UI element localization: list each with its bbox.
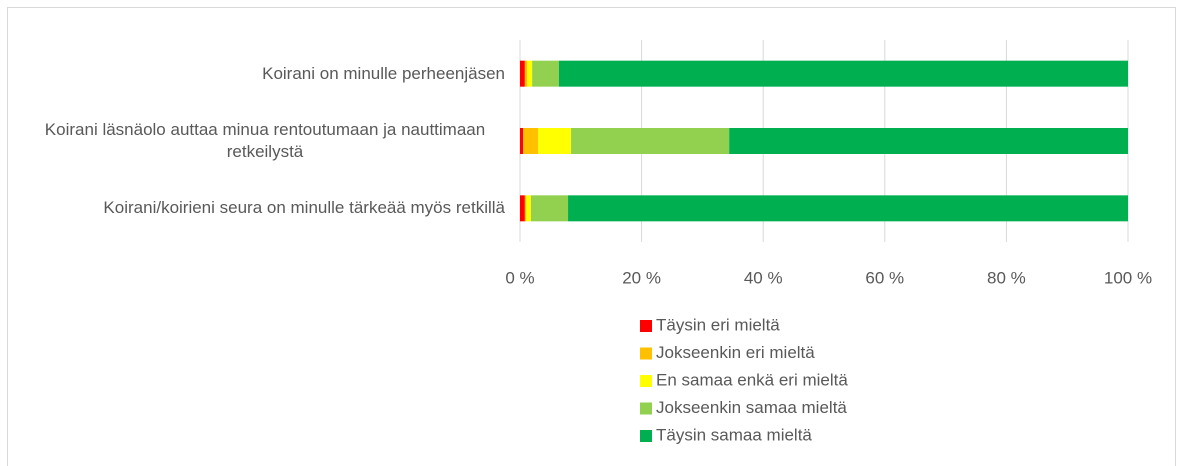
x-tick-label: 100 %	[1104, 268, 1152, 287]
bar-segment	[520, 195, 525, 222]
frame	[7, 7, 1176, 466]
category-label: Koirani/koirieni seura on minulle tärkeä…	[103, 198, 505, 218]
legend-label: En samaa enkä eri mieltä	[656, 370, 848, 389]
bar-segment	[527, 60, 533, 87]
x-tick-label: 20 %	[622, 268, 661, 287]
x-tick-label: 0 %	[505, 268, 534, 287]
bar-segment	[538, 128, 572, 154]
legend-swatch	[640, 402, 652, 415]
category-label: Koirani läsnäolo auttaa minua rentoutuma…	[44, 120, 486, 161]
bar-segment	[520, 60, 525, 87]
bar-segment	[520, 128, 524, 154]
x-tick-label: 80 %	[987, 268, 1026, 287]
legend-label: Täysin eri mieltä	[656, 315, 780, 334]
x-tick-label: 40 %	[744, 268, 783, 287]
legend-label: Jokseenkin eri mieltä	[656, 343, 815, 362]
bar-segment	[558, 60, 1128, 87]
bar-segment	[524, 195, 527, 222]
legend-label: Täysin samaa mieltä	[656, 425, 812, 444]
legend-swatch	[640, 320, 652, 332]
legend-swatch	[640, 430, 652, 442]
legend-swatch	[640, 347, 652, 360]
x-tick-label: 60 %	[865, 268, 904, 287]
bar-segment	[729, 128, 1128, 154]
bar-segment	[571, 128, 730, 154]
legend-swatch	[640, 375, 652, 387]
bar-segment	[530, 195, 569, 222]
category-label: Koirani on minulle perheenjäsen	[262, 63, 505, 83]
bar-segment	[523, 128, 539, 154]
bar-segment	[532, 60, 559, 87]
legend-label: Jokseenkin samaa mieltä	[656, 398, 847, 417]
bar-segment	[568, 195, 1128, 222]
bar-segment	[524, 60, 528, 87]
bar-segment	[526, 195, 531, 222]
